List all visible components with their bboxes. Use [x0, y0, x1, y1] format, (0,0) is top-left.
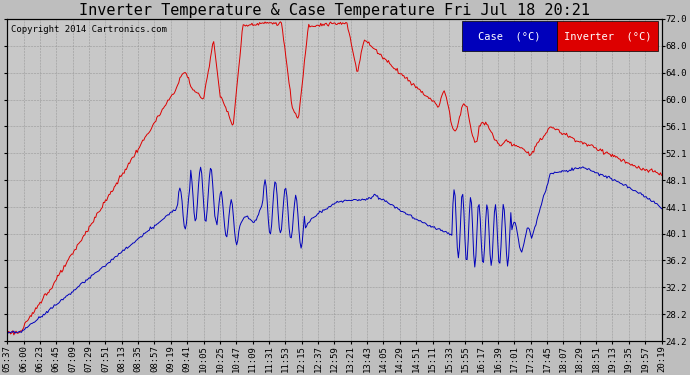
- Text: Inverter  (°C): Inverter (°C): [564, 32, 651, 42]
- Text: Copyright 2014 Cartronics.com: Copyright 2014 Cartronics.com: [10, 26, 166, 34]
- Text: Case  (°C): Case (°C): [478, 32, 540, 42]
- FancyBboxPatch shape: [557, 21, 658, 51]
- FancyBboxPatch shape: [462, 21, 557, 51]
- Title: Inverter Temperature & Case Temperature Fri Jul 18 20:21: Inverter Temperature & Case Temperature …: [79, 3, 590, 18]
